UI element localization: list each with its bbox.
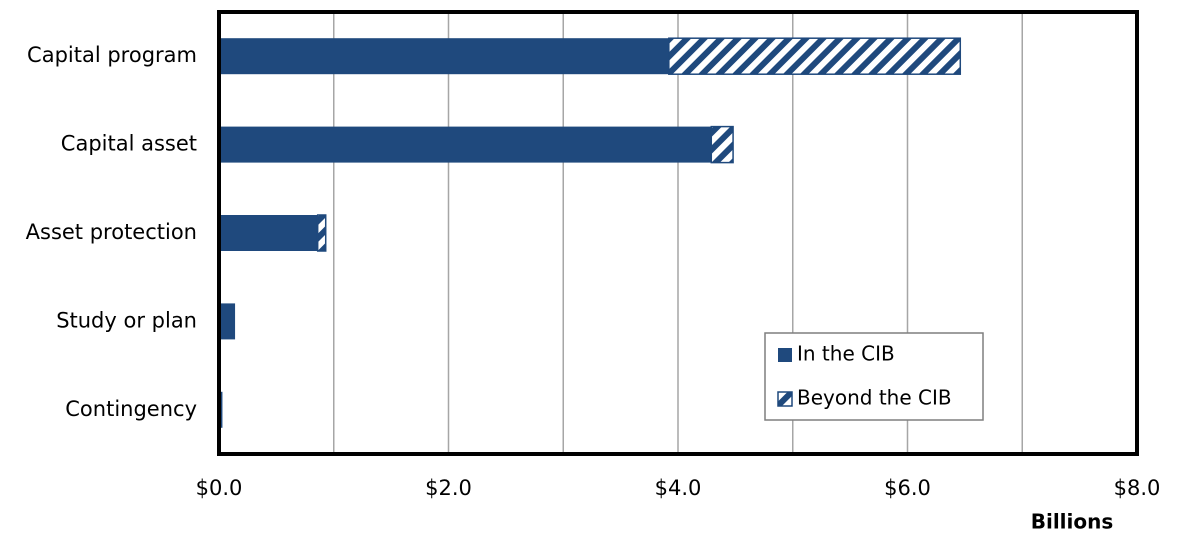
x-tick-label: $2.0 xyxy=(425,476,472,500)
y-tick-label: Capital program xyxy=(27,43,197,67)
bar-segment xyxy=(219,303,236,340)
bar-segment xyxy=(316,214,327,252)
x-axis-label: Billions xyxy=(1031,510,1114,534)
x-tick-label: $8.0 xyxy=(1114,476,1161,500)
y-tick-label: Capital asset xyxy=(61,132,197,156)
bar-segment xyxy=(668,37,962,75)
legend-label: In the CIB xyxy=(797,342,895,366)
bar-segment xyxy=(219,38,669,75)
bar-segment xyxy=(710,125,734,164)
x-tick-label: $0.0 xyxy=(196,476,243,500)
legend-box xyxy=(764,332,984,421)
bar-segment xyxy=(219,215,318,251)
x-tick-label: $6.0 xyxy=(884,476,931,500)
y-tick-label: Contingency xyxy=(65,397,197,421)
legend-swatch xyxy=(778,348,792,362)
legend-swatch xyxy=(777,391,793,407)
plot-frame xyxy=(217,10,1139,456)
y-tick-label: Study or plan xyxy=(56,308,197,332)
x-tick-label: $4.0 xyxy=(655,476,702,500)
bar-segment xyxy=(219,126,712,163)
legend-label: Beyond the CIB xyxy=(797,386,952,410)
y-tick-label: Asset protection xyxy=(26,220,197,244)
